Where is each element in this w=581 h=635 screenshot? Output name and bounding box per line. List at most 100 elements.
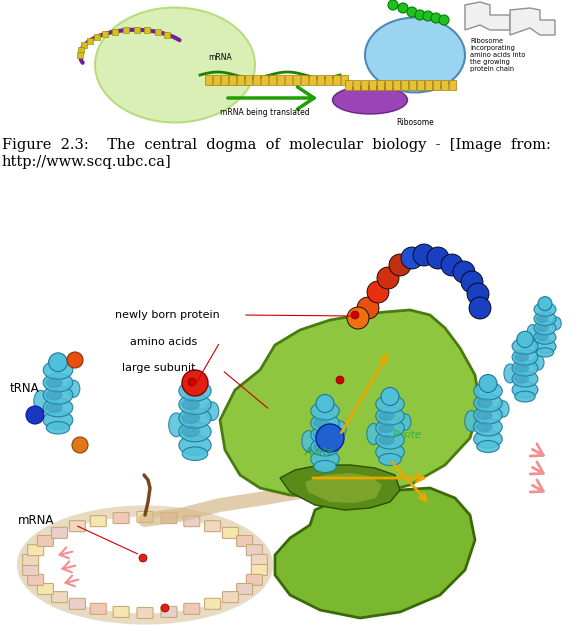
Text: mRNA: mRNA bbox=[208, 53, 232, 62]
Bar bbox=[112, 29, 118, 34]
FancyBboxPatch shape bbox=[52, 528, 67, 538]
FancyArrowPatch shape bbox=[228, 87, 314, 109]
Ellipse shape bbox=[512, 371, 538, 387]
Text: Ribosome
incorporating
amino acids into
the growing
protein chain: Ribosome incorporating amino acids into … bbox=[470, 38, 525, 72]
Bar bbox=[293, 75, 300, 85]
Circle shape bbox=[453, 261, 475, 283]
Circle shape bbox=[423, 11, 433, 21]
Circle shape bbox=[538, 297, 552, 311]
Ellipse shape bbox=[512, 349, 538, 365]
Ellipse shape bbox=[474, 382, 502, 400]
Ellipse shape bbox=[534, 340, 556, 354]
Ellipse shape bbox=[514, 374, 529, 384]
FancyBboxPatch shape bbox=[90, 603, 106, 614]
Ellipse shape bbox=[43, 385, 73, 404]
Bar bbox=[94, 34, 100, 40]
Polygon shape bbox=[220, 310, 480, 498]
FancyBboxPatch shape bbox=[137, 512, 153, 523]
Ellipse shape bbox=[311, 450, 339, 468]
Bar bbox=[261, 75, 268, 85]
Text: mRNA being translated: mRNA being translated bbox=[220, 108, 310, 117]
Ellipse shape bbox=[376, 431, 404, 449]
Circle shape bbox=[407, 7, 417, 17]
Ellipse shape bbox=[45, 389, 63, 401]
Bar bbox=[245, 75, 252, 85]
Ellipse shape bbox=[514, 352, 529, 362]
FancyBboxPatch shape bbox=[23, 565, 38, 575]
FancyBboxPatch shape bbox=[223, 528, 238, 538]
Circle shape bbox=[431, 13, 441, 23]
Ellipse shape bbox=[515, 391, 535, 402]
Bar bbox=[155, 29, 161, 35]
Bar bbox=[325, 75, 332, 85]
FancyBboxPatch shape bbox=[37, 535, 53, 547]
Ellipse shape bbox=[512, 338, 538, 354]
Ellipse shape bbox=[43, 398, 73, 417]
Circle shape bbox=[182, 370, 208, 396]
Ellipse shape bbox=[179, 380, 211, 401]
FancyArrowPatch shape bbox=[59, 547, 72, 558]
Ellipse shape bbox=[179, 408, 211, 428]
Circle shape bbox=[347, 307, 369, 329]
FancyArrowPatch shape bbox=[530, 480, 543, 492]
Ellipse shape bbox=[95, 8, 255, 123]
Ellipse shape bbox=[302, 431, 315, 451]
Circle shape bbox=[381, 387, 399, 406]
Ellipse shape bbox=[376, 419, 404, 437]
Ellipse shape bbox=[527, 324, 537, 341]
Ellipse shape bbox=[181, 425, 200, 438]
Text: newly born protein: newly born protein bbox=[115, 310, 220, 320]
Ellipse shape bbox=[378, 435, 394, 445]
Ellipse shape bbox=[497, 401, 509, 417]
Ellipse shape bbox=[313, 430, 329, 440]
Circle shape bbox=[439, 15, 449, 25]
Ellipse shape bbox=[534, 330, 556, 344]
Polygon shape bbox=[280, 465, 400, 510]
Bar bbox=[253, 75, 260, 85]
Ellipse shape bbox=[536, 315, 548, 323]
Ellipse shape bbox=[514, 363, 529, 373]
Ellipse shape bbox=[534, 321, 556, 335]
Ellipse shape bbox=[34, 391, 48, 412]
FancyBboxPatch shape bbox=[236, 584, 253, 594]
Circle shape bbox=[427, 247, 449, 269]
Bar bbox=[301, 75, 308, 85]
FancyBboxPatch shape bbox=[161, 512, 177, 523]
FancyBboxPatch shape bbox=[223, 592, 238, 603]
Bar bbox=[309, 75, 316, 85]
Ellipse shape bbox=[474, 394, 502, 412]
Ellipse shape bbox=[334, 421, 346, 438]
FancyBboxPatch shape bbox=[69, 598, 85, 610]
Circle shape bbox=[401, 247, 423, 269]
Bar bbox=[333, 75, 340, 85]
Ellipse shape bbox=[45, 402, 63, 413]
FancyBboxPatch shape bbox=[69, 521, 85, 531]
Bar bbox=[425, 80, 432, 90]
Circle shape bbox=[415, 10, 425, 20]
Bar bbox=[417, 80, 424, 90]
Bar bbox=[433, 80, 440, 90]
Ellipse shape bbox=[378, 411, 394, 421]
Bar bbox=[393, 80, 400, 90]
FancyBboxPatch shape bbox=[113, 512, 129, 523]
Ellipse shape bbox=[512, 382, 538, 398]
Ellipse shape bbox=[182, 447, 208, 460]
FancyBboxPatch shape bbox=[205, 521, 221, 531]
Circle shape bbox=[398, 3, 408, 13]
Text: large subunit: large subunit bbox=[122, 363, 195, 373]
Bar bbox=[385, 80, 392, 90]
Ellipse shape bbox=[512, 360, 538, 376]
Bar bbox=[277, 75, 284, 85]
FancyBboxPatch shape bbox=[137, 608, 153, 618]
Ellipse shape bbox=[67, 380, 80, 398]
Ellipse shape bbox=[46, 422, 70, 434]
Bar bbox=[205, 75, 212, 85]
Polygon shape bbox=[305, 473, 382, 503]
Ellipse shape bbox=[313, 418, 329, 428]
Ellipse shape bbox=[179, 422, 211, 442]
Ellipse shape bbox=[376, 407, 404, 425]
FancyBboxPatch shape bbox=[28, 545, 44, 556]
FancyArrowPatch shape bbox=[530, 462, 543, 474]
Circle shape bbox=[351, 311, 359, 319]
Bar bbox=[345, 80, 352, 90]
